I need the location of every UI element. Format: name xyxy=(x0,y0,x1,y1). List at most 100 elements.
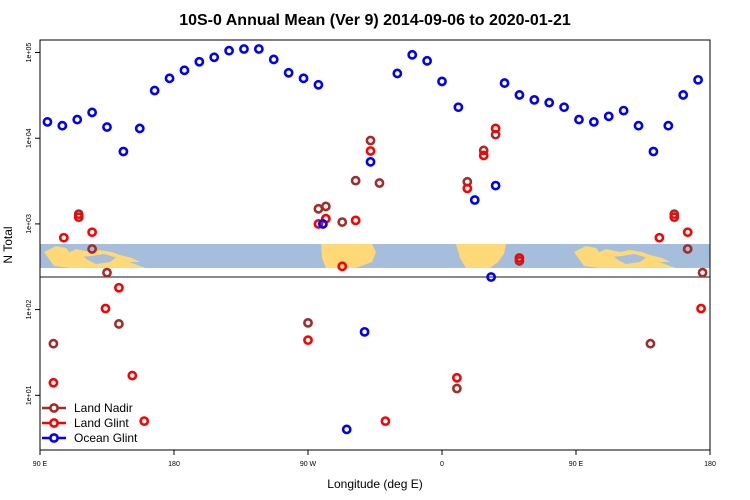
x-axis: 90 E 180 90 W 0 90 E 180 xyxy=(33,450,716,468)
data-point xyxy=(73,212,84,223)
data-point xyxy=(337,261,348,272)
chart-title: 10S-0 Annual Mean (Ver 9) 2014-09-06 to … xyxy=(179,12,571,29)
data-point xyxy=(696,303,706,314)
landmass-africa xyxy=(456,244,506,268)
data-point xyxy=(239,44,249,54)
landmass-australia-left xyxy=(44,246,146,268)
y-tick-label: 1e+05 xyxy=(26,43,33,63)
data-point xyxy=(48,377,59,388)
data-point xyxy=(392,68,403,79)
data-point xyxy=(486,272,497,282)
data-point xyxy=(645,338,656,349)
x-tick-label: 180 xyxy=(168,461,180,468)
data-point xyxy=(478,150,489,161)
data-point xyxy=(648,146,659,157)
data-point xyxy=(337,217,348,227)
data-point xyxy=(209,52,220,63)
data-point xyxy=(224,45,234,56)
data-point xyxy=(663,120,674,131)
data-point xyxy=(499,78,510,88)
data-point xyxy=(118,146,129,157)
data-point xyxy=(469,195,480,205)
y-tick-label: 1e+03 xyxy=(26,214,33,234)
data-point xyxy=(283,67,294,78)
data-point xyxy=(303,335,313,346)
data-point xyxy=(139,416,150,426)
data-point xyxy=(407,49,418,60)
data-point xyxy=(298,73,309,84)
data-point xyxy=(422,55,433,66)
y-axis-label: N Total xyxy=(1,226,15,263)
y-tick-label: 1e+01 xyxy=(26,385,33,405)
data-point xyxy=(317,219,328,229)
data-point xyxy=(313,203,324,214)
data-point xyxy=(87,244,98,254)
data-point xyxy=(490,180,501,191)
data-point xyxy=(559,102,569,113)
data-point xyxy=(451,372,462,383)
x-axis-label: Longitude (deg E) xyxy=(327,477,422,491)
legend-marker xyxy=(49,433,59,443)
y-tick-label: 1e+04 xyxy=(26,128,33,148)
data-point xyxy=(514,90,525,100)
data-point xyxy=(194,56,205,67)
legend-label: Land Nadir xyxy=(74,401,133,415)
data-point xyxy=(654,232,665,243)
data-point xyxy=(633,120,644,131)
data-point xyxy=(313,219,324,229)
data-point xyxy=(127,370,138,381)
y-axis: 1e+01 1e+02 1e+03 1e+04 1e+05 xyxy=(26,43,40,405)
x-tick-label: 90 E xyxy=(33,461,48,468)
data-point xyxy=(618,105,629,116)
data-point xyxy=(87,107,98,118)
legend-label: Land Glint xyxy=(74,416,129,430)
data-point xyxy=(678,90,689,100)
data-point xyxy=(102,122,112,132)
world-map-strip xyxy=(40,244,710,268)
data-point xyxy=(682,244,693,254)
data-point xyxy=(320,201,331,212)
data-point xyxy=(529,94,540,105)
data-point xyxy=(57,120,68,131)
data-point xyxy=(58,232,69,243)
data-point xyxy=(365,146,376,156)
data-point xyxy=(179,65,190,76)
data-point xyxy=(313,79,324,90)
data-point xyxy=(134,123,145,134)
data-point xyxy=(365,156,376,167)
data-point xyxy=(437,76,447,87)
y-tick-label: 1e+02 xyxy=(26,300,33,320)
data-point xyxy=(72,114,83,125)
data-point xyxy=(603,111,614,122)
data-point xyxy=(574,114,584,125)
plot-frame xyxy=(39,39,711,451)
data-point xyxy=(100,303,111,314)
data-point xyxy=(350,215,361,226)
data-point xyxy=(87,227,98,238)
data-point xyxy=(451,383,462,394)
x-tick-label: 90 E xyxy=(569,461,584,468)
data-point xyxy=(149,85,160,96)
data-point xyxy=(164,73,175,84)
data-point xyxy=(268,54,279,65)
data-point xyxy=(693,74,703,85)
x-tick-label: 180 xyxy=(704,461,716,468)
legend-marker xyxy=(49,403,59,413)
data-point xyxy=(544,97,555,108)
data-point xyxy=(374,178,385,188)
data-points xyxy=(42,44,708,435)
data-point xyxy=(42,117,53,127)
data-point xyxy=(114,319,124,329)
data-point xyxy=(359,326,370,337)
data-point xyxy=(114,282,124,293)
series-ocean-glint xyxy=(42,44,703,435)
data-point xyxy=(478,145,489,156)
data-point xyxy=(380,416,391,426)
data-point xyxy=(350,175,361,186)
data-point xyxy=(462,183,473,194)
data-point xyxy=(102,267,112,278)
data-point xyxy=(253,44,264,54)
landmass-south-america xyxy=(321,244,376,268)
legend-label: Ocean Glint xyxy=(74,431,138,445)
